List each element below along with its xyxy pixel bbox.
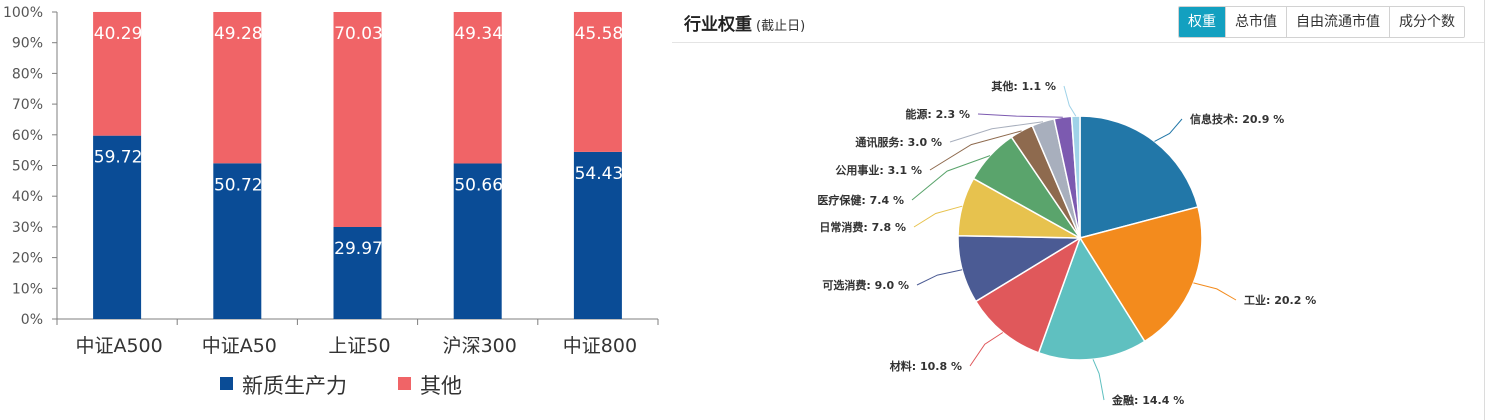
tab-total-market-cap[interactable]: 总市值 — [1225, 7, 1286, 37]
panel-title-text: 行业权重 — [684, 15, 752, 35]
leader-line — [1154, 118, 1183, 142]
stacked-bar-chart: 0% 10% 20% 30% 40% 50% 60% 70% 80% 90% 100% 59.72 40… — [3, 5, 659, 398]
legend-label: 新质生产力 — [242, 374, 347, 398]
data-label: 70.03 — [334, 24, 383, 44]
slice-label: 医疗保健: 7.4 % — [817, 193, 904, 207]
panel-title: 行业权重 (截止日) — [684, 10, 805, 35]
data-label: 59.72 — [94, 148, 143, 168]
legend-label: 其他 — [420, 374, 462, 398]
x-tick-label: 中证A50 — [202, 335, 277, 357]
y-tick-label: 30% — [12, 220, 43, 236]
bar-segment — [453, 12, 502, 164]
leader-line — [913, 205, 963, 228]
slice-label: 工业: 20.2 % — [1244, 293, 1316, 307]
y-tick-label: 20% — [12, 251, 43, 267]
tab-weight[interactable]: 权重 — [1179, 7, 1225, 37]
data-label: 50.72 — [214, 175, 263, 195]
bar-segment — [573, 11, 622, 152]
bar-segment — [93, 135, 142, 319]
y-tick-label: 50% — [12, 159, 43, 175]
data-label: 40.29 — [94, 24, 143, 44]
data-label: 49.28 — [214, 24, 263, 44]
leader-line — [1092, 359, 1105, 401]
data-label: 45.58 — [575, 24, 624, 44]
slice-label: 可选消费: 9.0 % — [822, 278, 909, 292]
x-tick-label: 中证A500 — [75, 335, 162, 357]
x-tick-label: 上证50 — [328, 335, 390, 357]
leader-line — [1193, 282, 1237, 301]
panel-subtitle: (截止日) — [756, 19, 806, 34]
slice-label: 其他: 1.1 % — [991, 79, 1056, 93]
x-tick-label: 沪深300 — [443, 335, 517, 357]
bar-segment — [333, 226, 382, 319]
tab-group: 权重 总市值 自由流通市值 成分个数 — [1178, 6, 1465, 38]
legend-swatch — [398, 377, 411, 390]
y-tick-label: 10% — [12, 281, 43, 297]
leader-line — [916, 269, 963, 286]
data-label: 50.66 — [454, 175, 503, 195]
y-tick-label: 80% — [12, 66, 43, 82]
y-tick-label: 100% — [3, 5, 43, 21]
panel-header: 行业权重 (截止日) 权重 总市值 自由流通市值 成分个数 — [672, 0, 1485, 43]
tab-free-float-market-cap[interactable]: 自由流通市值 — [1286, 7, 1389, 37]
y-tick-label: 70% — [12, 97, 43, 113]
bar-segment — [213, 12, 262, 164]
slice-label: 公用事业: 3.1 % — [835, 163, 922, 177]
y-tick-label: 40% — [12, 189, 43, 205]
slice-label: 金融: 14.4 % — [1111, 393, 1184, 407]
leader-line — [977, 113, 1063, 118]
bar-segment — [453, 163, 502, 319]
industry-weight-panel: 行业权重 (截止日) 权重 总市值 自由流通市值 成分个数 信息技术: 20.9 … — [672, 0, 1485, 420]
slice-label: 材料: 10.8 % — [890, 359, 962, 373]
bar-segment — [213, 163, 262, 319]
leader-line — [1063, 85, 1077, 117]
data-label: 29.97 — [334, 239, 383, 259]
bar-segment — [333, 12, 382, 227]
data-label: 54.43 — [575, 164, 624, 184]
slice-label: 能源: 2.3 % — [905, 107, 970, 121]
y-tick-label: 60% — [12, 128, 43, 144]
leader-line — [929, 130, 1022, 171]
slice-label: 信息技术: 20.9 % — [1190, 112, 1284, 126]
stacked-bar-chart-panel: 0% 10% 20% 30% 40% 50% 60% 70% 80% 90% 100% 59.72 40… — [0, 0, 670, 420]
tab-constituent-count[interactable]: 成分个数 — [1389, 7, 1464, 37]
pie-slice — [1078, 206, 1203, 343]
legend-swatch — [220, 377, 233, 390]
slice-label: 通讯服务: 3.0 % — [855, 135, 942, 149]
data-label: 49.34 — [454, 24, 503, 44]
leader-line — [949, 121, 1044, 143]
slice-label: 日常消费: 7.8 % — [819, 220, 906, 234]
pie-slice — [974, 236, 1082, 354]
leader-line — [911, 155, 991, 201]
industry-pie-chart: 信息技术: 20.9 % 工业: 20.2 % 金融: 14.4 % 材料: 10.8… — [817, 79, 1316, 407]
leader-line — [969, 332, 1004, 367]
y-tick-label: 0% — [21, 312, 43, 328]
x-tick-label: 中证800 — [563, 335, 637, 357]
bar-segment — [93, 11, 142, 136]
bar-segment — [573, 151, 622, 319]
pie-slice — [1079, 115, 1199, 239]
y-tick-label: 90% — [12, 36, 43, 52]
